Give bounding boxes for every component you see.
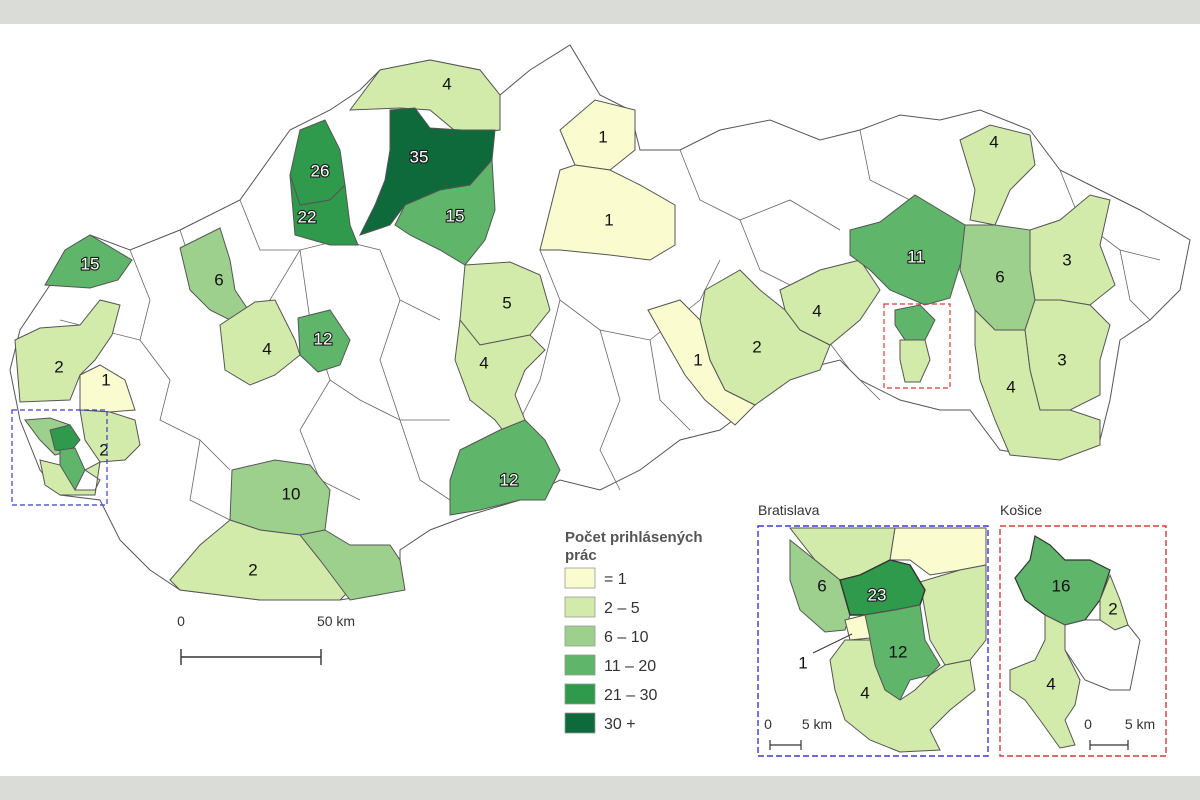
inset-ba-label-a: 6	[817, 577, 826, 596]
legend-label-2: 2 – 5	[604, 600, 640, 617]
label-d26: 26	[311, 162, 330, 181]
district-labels: 4 35 26 22 15 1 1 15 6 4 12 2 1 2 10 2 5…	[54, 75, 1071, 580]
main-scale-bar: 0 50 km	[177, 613, 355, 665]
bratislava-locator-frame	[11, 409, 108, 506]
label-d3a: 3	[1062, 251, 1071, 270]
label-d12a: 12	[314, 330, 333, 349]
label-d2d: 2	[752, 338, 761, 357]
inset-ke-scale-start: 0	[1084, 716, 1092, 732]
label-d4b: 4	[479, 354, 488, 373]
district-south-extension	[299, 529, 406, 601]
legend-title-line2: prác	[565, 547, 597, 564]
district-2-east	[699, 269, 831, 406]
district-10	[229, 459, 331, 536]
scale-start-label: 0	[177, 613, 185, 629]
legend-swatch-3	[564, 625, 596, 647]
inset-bratislava: Bratislava 6 23 12 4 1 0 5 km	[757, 502, 989, 757]
district-12-west	[297, 309, 351, 373]
slovakia-map: 4 35 26 22 15 1 1 15 6 4 12 2 1 2 10 2 5…	[9, 44, 1191, 757]
label-d15a: 15	[81, 255, 100, 274]
top-band	[0, 0, 1200, 24]
district-15-west	[44, 234, 133, 289]
inset-ba-label-b: 23	[868, 586, 887, 605]
legend-swatch-1	[564, 567, 596, 589]
district-4-northeast	[959, 124, 1036, 226]
legend-title-line1: Počet prihlásených	[565, 529, 703, 546]
district-15-center-north	[394, 158, 496, 266]
label-d6a: 6	[214, 271, 223, 290]
legend-label-6: 30 +	[604, 716, 636, 733]
inset-ba-scale-start: 0	[764, 716, 772, 732]
kosice-locator-frame	[883, 303, 951, 389]
inset-bratislava-title: Bratislava	[758, 502, 820, 518]
inset-kosice-title: Košice	[1000, 502, 1042, 518]
label-d22: 22	[298, 208, 317, 227]
legend-swatch-6	[564, 712, 596, 734]
district-11	[849, 194, 976, 306]
legend-label-1: = 1	[604, 571, 627, 588]
label-d5: 5	[502, 294, 511, 313]
legend-swatch-5	[564, 683, 596, 705]
label-d12b: 12	[500, 471, 519, 490]
label-d11: 11	[907, 248, 925, 267]
inset-ba-label-e: 1	[798, 654, 807, 673]
label-d10: 10	[282, 485, 301, 504]
district-4-center	[454, 318, 546, 441]
district-1-center	[539, 164, 676, 261]
label-d15b: 15	[446, 207, 465, 226]
legend-swatch-4	[564, 654, 596, 676]
map-canvas: 4 35 26 22 15 1 1 15 6 4 12 2 1 2 10 2 5…	[0, 24, 1200, 776]
label-d4a: 4	[262, 340, 271, 359]
label-d1a: 1	[598, 128, 607, 147]
label-d4top: 4	[442, 75, 451, 94]
label-d4d: 4	[989, 133, 998, 152]
label-d4e: 4	[1006, 378, 1015, 397]
label-d2b: 2	[99, 441, 108, 460]
inset-ba-scale-end: 5 km	[802, 716, 832, 732]
inset-ke-label-a: 16	[1052, 577, 1071, 596]
inset-ba-label-d: 4	[860, 684, 869, 703]
district-12-center	[449, 419, 561, 516]
district-bratislava-center	[49, 424, 81, 453]
district-4-east	[974, 308, 1101, 461]
label-d35: 35	[410, 148, 429, 167]
district-3-northeast	[1029, 194, 1116, 306]
district-2-bratislava-area	[79, 409, 141, 463]
label-d2c: 2	[248, 561, 257, 580]
label-d4c: 4	[812, 302, 821, 321]
legend: Počet prihlásených prác = 1 2 – 5 6 – 10 11…	[564, 529, 703, 734]
district-kosice-area-b	[899, 339, 931, 383]
legend-swatch-2	[564, 596, 596, 618]
legend-label-3: 6 – 10	[604, 629, 649, 646]
inset-ke-scale-end: 5 km	[1125, 716, 1155, 732]
district-4-east-center	[779, 259, 881, 346]
inset-ba-label-c: 12	[889, 643, 908, 662]
district-2-west	[14, 299, 121, 403]
inset-ke-label-b: 2	[1108, 600, 1117, 619]
label-d6b: 6	[995, 268, 1004, 287]
legend-label-5: 21 – 30	[604, 687, 657, 704]
legend-label-4: 11 – 20	[604, 658, 656, 675]
inset-ke-label-c: 4	[1046, 675, 1055, 694]
label-d2a: 2	[54, 358, 63, 377]
inset-kosice: Košice 16 2 4 0 5 km	[999, 502, 1167, 757]
bottom-band	[0, 776, 1200, 800]
district-3-east	[1024, 299, 1111, 411]
label-d1b: 1	[604, 211, 613, 230]
district-22	[289, 174, 359, 246]
district-bratislava-far-south	[39, 459, 101, 496]
label-d1d: 1	[693, 351, 702, 370]
label-d3b: 3	[1057, 351, 1066, 370]
scale-end-label: 50 km	[317, 613, 355, 629]
label-d1c: 1	[101, 371, 110, 390]
